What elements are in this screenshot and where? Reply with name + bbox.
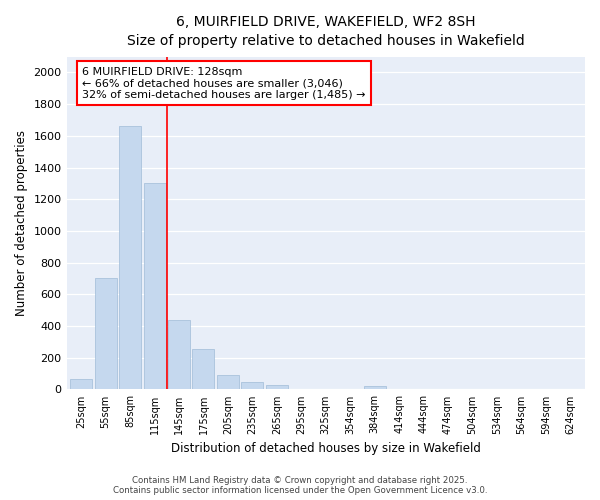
Title: 6, MUIRFIELD DRIVE, WAKEFIELD, WF2 8SH
Size of property relative to detached hou: 6, MUIRFIELD DRIVE, WAKEFIELD, WF2 8SH S… (127, 15, 524, 48)
Bar (241, 382, 263, 390)
Text: Contains HM Land Registry data © Crown copyright and database right 2025.
Contai: Contains HM Land Registry data © Crown c… (113, 476, 487, 495)
Bar (119, 126, 141, 390)
X-axis label: Distribution of detached houses by size in Wakefield: Distribution of detached houses by size … (171, 442, 481, 455)
Bar (364, 386, 386, 390)
Bar (70, 379, 92, 390)
Bar (193, 349, 214, 390)
Text: 6 MUIRFIELD DRIVE: 128sqm
← 66% of detached houses are smaller (3,046)
32% of se: 6 MUIRFIELD DRIVE: 128sqm ← 66% of detac… (82, 66, 365, 100)
Bar (266, 386, 288, 390)
Bar (143, 182, 166, 390)
Bar (95, 278, 116, 390)
Bar (217, 375, 239, 390)
Bar (168, 320, 190, 390)
Y-axis label: Number of detached properties: Number of detached properties (15, 130, 28, 316)
